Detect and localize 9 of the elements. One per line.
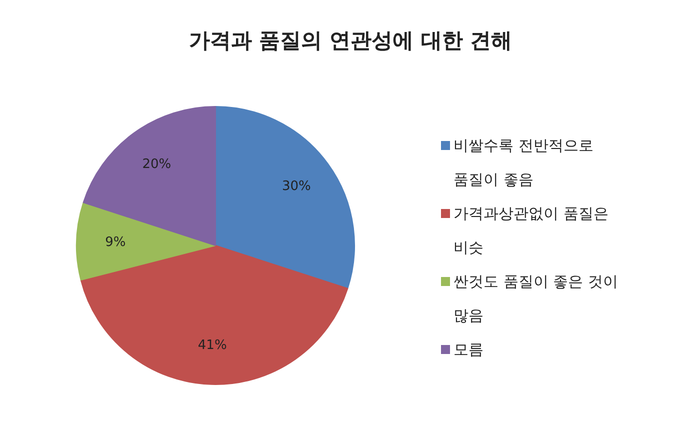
legend-label: 모름 (454, 340, 484, 358)
data-label: 30% (282, 179, 311, 194)
legend-label: 비쌀수록 전반적으로 품질이 좋음 (454, 136, 594, 188)
legend-label: 가격과상관없이 품질은 비슷 (454, 204, 608, 256)
data-label: 9% (105, 234, 126, 250)
chart-title: 가격과 품질의 연관성에 대한 견해 (188, 28, 512, 52)
legend-label: 싼것도 품질이 좋은 것이 많음 (454, 272, 618, 324)
data-label: 41% (198, 338, 227, 354)
data-label: 20% (142, 157, 172, 172)
